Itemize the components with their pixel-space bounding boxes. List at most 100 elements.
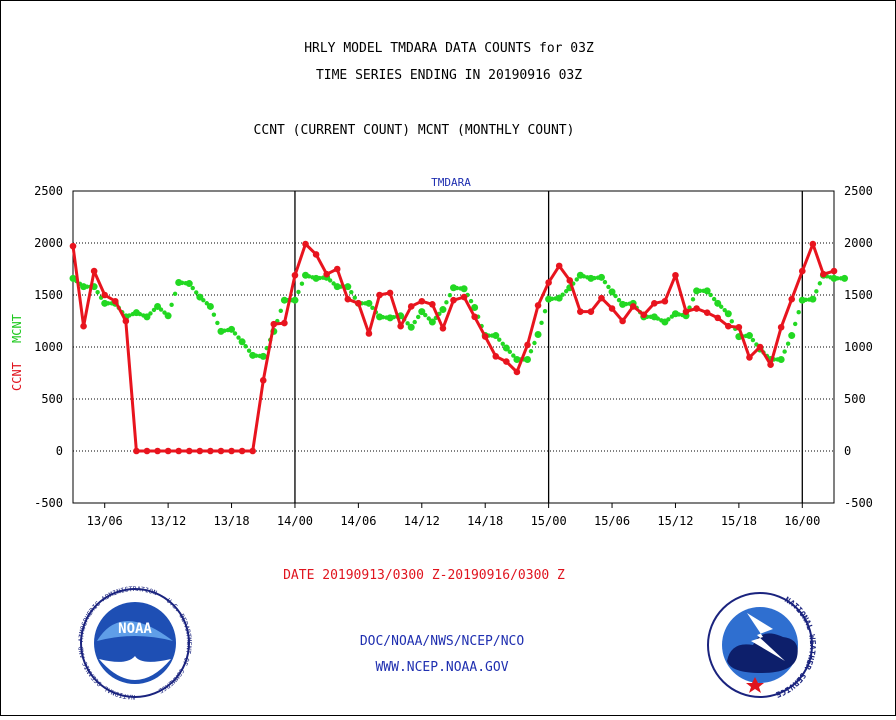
ccnt-point [619,317,626,325]
mcnt-point [555,294,563,302]
y-tick-label-right: 1500 [844,288,873,302]
mcnt-point [302,271,310,279]
ccnt-point [608,305,616,312]
ccnt-point [566,277,574,284]
y-tick-label-right: 1000 [844,340,873,354]
y-tick-label-right: 2500 [844,184,873,198]
ccnt-point [281,319,288,327]
mcnt-dot-connector [444,300,449,305]
mcnt-dot-connector [814,289,819,294]
mcnt-point [365,299,373,307]
mcnt-point [450,284,457,292]
mcnt-dot-connector [169,302,174,308]
ccnt-point [577,308,584,315]
mcnt-point [206,302,214,310]
ccnt-point [259,376,267,384]
ccnt-point [513,368,521,376]
y-tick-label-left: 1000 [34,340,63,354]
mcnt-point [745,332,753,340]
ccnt-point [735,323,743,331]
mcnt-dot-connector [190,285,195,291]
ccnt-point [661,297,669,305]
x-tick-label: 13/18 [213,514,249,528]
mcnt-point [164,312,172,320]
mcnt-dot-connector [299,281,305,286]
mcnt-dot-connector [236,335,241,340]
mcnt-point [143,313,151,321]
y-tick-label-left: 1500 [34,288,63,302]
ccnt-point [185,447,193,455]
ccnt-point [333,265,341,273]
ccnt-point [291,271,299,279]
ccnt-point [323,270,330,278]
ccnt-point [418,297,426,305]
mcnt-point [154,302,162,310]
x-tick-label: 13/12 [150,514,186,528]
ccnt-point [524,341,531,349]
mcnt-point [439,306,447,314]
ccnt-point [175,447,182,455]
noaa-logo-icon[interactable]: NOAA NATIONAL OCEANIC AND ATMOSPHERIC AD… [77,585,193,701]
mcnt-dot-connector [785,341,791,346]
mcnt-point [344,283,352,291]
mcnt-dot-connector [793,321,798,327]
title-line-2: TIME SERIES ENDING IN 20190916 03Z [316,68,582,83]
ccnt-point [798,267,806,275]
mcnt-dot-connector [352,295,357,300]
mcnt-point [777,355,785,363]
mcnt-point [471,303,479,311]
ccnt-point [355,300,362,307]
title-line-1: HRLY MODEL TMDARA DATA COUNTS for 03Z [304,41,594,56]
mcnt-point [619,300,627,308]
mcnt-point [175,279,183,287]
ccnt-point [503,358,510,365]
ccnt-point [133,447,140,455]
noaa-logo-text: NOAA [118,621,152,637]
mcnt-point [291,296,299,304]
mcnt-dot-connector [232,331,238,336]
ccnt-point [777,323,785,331]
mcnt-point [69,274,77,282]
mcnt-point [576,271,584,279]
x-tick-label: 15/06 [594,514,630,528]
ccnt-point [302,240,309,248]
ccnt-point [80,322,87,330]
x-tick-label: 15/18 [721,514,757,528]
mcnt-dot-connector [296,289,301,295]
x-tick-label: 14/00 [277,514,313,528]
mcnt-dot-connector [542,308,548,314]
url-link[interactable]: WWW.NCEP.NOAA.GOV [375,660,508,675]
mcnt-point [523,355,531,363]
ccnt-point [460,293,468,301]
ccnt-point [397,322,404,330]
ccnt-point [746,354,753,361]
ccnt-point [90,267,98,275]
mcnt-point [693,287,701,295]
mcnt-dot-connector [750,337,756,343]
y-tick-label-right: -500 [844,496,873,510]
ccnt-point [143,447,151,455]
ccnt-point [207,447,214,455]
mcnt-dot-connector [616,297,622,303]
y-tick-label-right: 0 [844,444,851,458]
ccnt-point [249,447,256,455]
mcnt-dot-connector [194,290,199,295]
y-tick-label-left: -500 [34,496,63,510]
mcnt-point [788,332,796,340]
mcnt-point [492,332,500,340]
ylabel-ccnt: CCNT [10,362,24,391]
ccnt-point [809,240,817,248]
ccnt-point [228,447,235,455]
ccnt-point [629,303,637,310]
mcnt-point [386,314,394,322]
mcnt-dot-connector [532,340,537,346]
ccnt-point [471,313,478,321]
mcnt-point [830,274,838,282]
nws-logo-icon[interactable]: NATIONAL WEATHER SERVICE [707,592,817,699]
ccnt-point [672,271,679,279]
mcnt-point [333,283,341,291]
mcnt-dot-connector [690,297,696,302]
ccnt-point [376,291,383,299]
ccnt-point [429,301,436,308]
